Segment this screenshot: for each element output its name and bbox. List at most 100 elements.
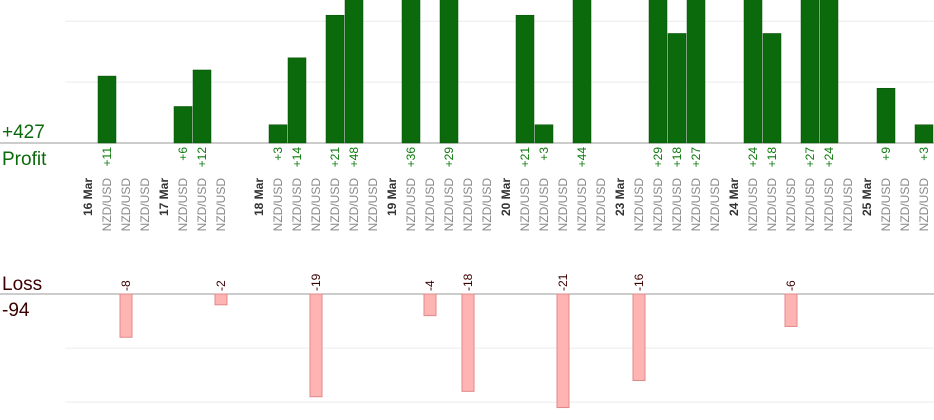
instrument-label: NZD/USD	[138, 178, 152, 232]
loss-total: -94	[2, 300, 30, 321]
value-label: +29	[442, 147, 456, 168]
profit-bar	[762, 33, 782, 144]
value-label: +44	[575, 147, 589, 168]
value-label: +18	[670, 147, 684, 168]
profit-total: +427	[2, 122, 45, 143]
profit-bar	[192, 69, 212, 144]
instrument-label: NZD/USD	[290, 178, 304, 232]
profit-bar	[268, 124, 288, 144]
profit-bar	[439, 0, 459, 144]
loss-bar	[461, 293, 475, 392]
value-label: +3	[537, 147, 551, 161]
instrument-label: NZD/USD	[879, 178, 893, 232]
profit-bar	[515, 14, 535, 144]
instrument-label: NZD/USD	[328, 178, 342, 232]
value-label: +21	[518, 147, 532, 168]
value-label: +27	[803, 147, 817, 168]
profit-title: Profit	[2, 149, 47, 170]
loss-bar	[119, 293, 133, 338]
value-label: +29	[651, 147, 665, 168]
date-label: 19 Mar	[385, 178, 399, 216]
profit-bar	[819, 0, 839, 144]
instrument-label: NZD/USD	[442, 178, 456, 232]
instrument-label: NZD/USD	[575, 178, 589, 232]
instrument-label: NZD/USD	[689, 178, 703, 232]
date-label: 18 Mar	[252, 178, 266, 216]
loss-bar	[784, 293, 798, 327]
profit-bar	[876, 87, 896, 144]
loss-bar	[556, 293, 570, 409]
instrument-label: NZD/USD	[518, 178, 532, 232]
instrument-label: NZD/USD	[480, 178, 494, 232]
value-label: +6	[176, 147, 190, 161]
instrument-label: NZD/USD	[708, 178, 722, 232]
value-label: +36	[404, 147, 418, 168]
instrument-label: NZD/USD	[309, 178, 323, 232]
loss-bar	[214, 293, 228, 306]
value-label: +27	[689, 147, 703, 168]
value-label: -16	[632, 273, 646, 291]
value-label: +11	[100, 147, 114, 167]
profit-bar	[914, 124, 934, 144]
instrument-label: NZD/USD	[898, 178, 912, 232]
instrument-label: NZD/USD	[271, 178, 285, 232]
value-label: -8	[119, 280, 133, 291]
instrument-label: NZD/USD	[347, 178, 361, 232]
instrument-label: NZD/USD	[404, 178, 418, 232]
instrument-label: NZD/USD	[765, 178, 779, 232]
instrument-label: NZD/USD	[537, 178, 551, 232]
value-label: +21	[328, 147, 342, 168]
profit-bar	[534, 124, 554, 144]
instrument-label: NZD/USD	[100, 178, 114, 232]
value-label: +24	[746, 147, 760, 168]
instrument-label: NZD/USD	[461, 178, 475, 232]
value-label: -21	[556, 273, 570, 291]
date-label: 20 Mar	[499, 178, 513, 216]
value-label: +9	[879, 147, 893, 161]
profit-bar	[173, 106, 193, 144]
value-label: -2	[214, 280, 228, 291]
value-label: +12	[195, 147, 209, 168]
instrument-label: NZD/USD	[784, 178, 798, 232]
loss-title: Loss	[2, 274, 42, 295]
profit-bar	[325, 14, 345, 144]
loss-bar	[632, 293, 646, 382]
instrument-label: NZD/USD	[822, 178, 836, 232]
loss-bar	[423, 293, 437, 317]
value-label: -19	[309, 273, 323, 291]
profit-bar	[97, 75, 117, 144]
profit-bar	[344, 0, 364, 144]
value-label: +24	[822, 147, 836, 168]
profit-bar	[743, 0, 763, 144]
value-label: +14	[290, 147, 304, 168]
date-label: 23 Mar	[613, 178, 627, 216]
profit-bar	[572, 0, 592, 144]
instrument-label: NZD/USD	[176, 178, 190, 232]
profit-bar	[287, 57, 307, 144]
loss-bar	[309, 293, 323, 398]
instrument-label: NZD/USD	[670, 178, 684, 232]
value-label: +3	[917, 147, 931, 161]
instrument-label: NZD/USD	[651, 178, 665, 232]
instrument-label: NZD/USD	[214, 178, 228, 232]
instrument-label: NZD/USD	[841, 178, 855, 232]
value-label: -4	[423, 280, 437, 291]
profit-bar	[800, 0, 820, 144]
profit-bar	[667, 33, 687, 144]
profit-bar	[648, 0, 668, 144]
instrument-label: NZD/USD	[594, 178, 608, 232]
date-label: 25 Mar	[860, 178, 874, 216]
value-label: -18	[461, 273, 475, 291]
plot: +11 +6 +12 +3 +14 +21 +48 +36 +29 +21 +3 +44 +29 +18 +…	[0, 0, 934, 409]
instrument-label: NZD/USD	[423, 178, 437, 232]
instrument-label: NZD/USD	[632, 178, 646, 232]
instrument-label: NZD/USD	[556, 178, 570, 232]
date-label: 24 Mar	[727, 178, 741, 216]
date-label: 16 Mar	[81, 178, 95, 216]
instrument-label: NZD/USD	[803, 178, 817, 232]
value-label: +48	[347, 147, 361, 168]
instrument-label: NZD/USD	[195, 178, 209, 232]
instrument-label: NZD/USD	[119, 178, 133, 232]
